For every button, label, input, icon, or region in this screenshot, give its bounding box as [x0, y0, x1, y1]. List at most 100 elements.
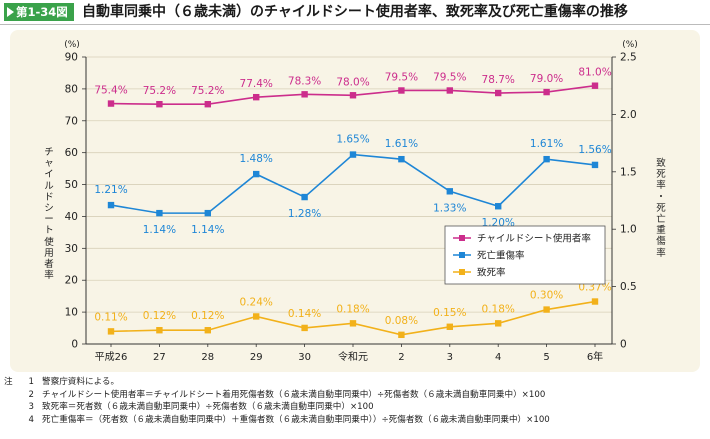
series-0-marker [156, 100, 163, 108]
x-tick-label: 28 [201, 352, 214, 363]
axis-label-char: 率 [44, 270, 54, 282]
series-1-marker [204, 209, 211, 217]
data-label: 1.56% [578, 144, 611, 156]
note-number: 3 [28, 402, 34, 413]
axis-label-char: 率 [656, 180, 666, 192]
series-2-marker [204, 327, 211, 334]
right-tick-label: 1.0 [620, 224, 637, 236]
legend-swatch-marker [459, 252, 465, 258]
axis-label-char: ド [44, 191, 54, 203]
note-text: 死亡重傷率＝（死者数（６歳未満自動車同乗中）＋重傷者数（６歳未満自動車同乗中））… [42, 414, 550, 425]
x-tick-label: 令和元 [338, 350, 368, 363]
series-2-marker [156, 327, 163, 334]
axes [82, 56, 616, 347]
left-tick-label: 0 [71, 339, 78, 351]
axis-label-char: 者 [44, 259, 54, 271]
note-row: 2 チャイルドシート使用者率＝チャイルドシート着用死傷者数（６歳未満自動車同乗中… [4, 389, 704, 402]
left-tick-label: 10 [65, 307, 78, 319]
figure-header: 第1-34図 自動車同乗中（６歳未満）のチャイルドシート使用者率、致死率及び死亡… [0, 0, 710, 24]
series-0-marker [495, 89, 502, 97]
legend-label: チャイルドシート使用者率 [477, 233, 591, 245]
note-text: 警察庁資料による。 [42, 377, 120, 387]
series-1-marker [398, 155, 405, 163]
right-axis-unit: (%) [622, 40, 638, 50]
data-label: 0.37% [578, 282, 611, 294]
series-1-marker [156, 209, 163, 217]
axis-label-char: 死 [656, 202, 666, 214]
series-lines [107, 82, 599, 339]
series-2-marker [301, 324, 308, 332]
gridlines [86, 56, 612, 313]
right-tick-label: 0 [620, 339, 627, 351]
series-0-marker [204, 100, 211, 108]
left-tick-label: 20 [65, 275, 78, 287]
axis-label-char: ト [44, 225, 54, 237]
series-2-marker [446, 323, 453, 330]
left-tick-label: 30 [65, 243, 78, 255]
x-tick-label: 4 [495, 352, 501, 363]
note-row: 3 致死率＝死者数（６歳未満自動車同乗中）÷死傷者数（６歳未満自動車同乗中）×1… [4, 401, 704, 414]
axis-label-char: ャ [44, 158, 54, 170]
data-label: 0.14% [288, 308, 321, 320]
note-number: 2 [28, 389, 34, 400]
data-label: 0.15% [433, 307, 466, 319]
x-tick-label: 27 [153, 352, 166, 363]
series-0-marker [107, 100, 115, 107]
series-2-marker [398, 331, 405, 339]
series-1-marker [543, 155, 550, 163]
data-label: 1.65% [336, 134, 369, 146]
series-0-marker [398, 87, 405, 94]
data-label: 0.24% [240, 296, 273, 308]
series-0-marker [591, 82, 599, 89]
data-label: 1.14% [143, 224, 176, 236]
axis-label-char: 傷 [656, 236, 666, 248]
axis-label-char: 重 [656, 225, 666, 237]
data-label: 78.0% [336, 76, 369, 88]
data-label: 78.3% [288, 75, 321, 87]
axis-label-char: チ [44, 147, 54, 158]
right-tick-label: 1.5 [620, 166, 637, 178]
figure-title: 自動車同乗中（６歳未満）のチャイルドシート使用者率、致死率及び死亡重傷率の推移 [82, 4, 628, 20]
series-1-marker [446, 188, 453, 195]
series-1-marker [107, 201, 115, 209]
series-0-marker [543, 88, 550, 96]
notes: 注 1 警察庁資料による。 2 チャイルドシート使用者率＝チャイルドシート着用死… [4, 376, 704, 426]
right-axis-label: 致死率・死亡重傷率 [654, 158, 668, 259]
axis-label-char: シ [44, 203, 54, 215]
data-label: 0.30% [530, 290, 563, 302]
data-label: 1.14% [191, 224, 224, 236]
axis-label-char: ル [44, 180, 54, 192]
series-0-marker [349, 92, 357, 99]
left-tick-label: 90 [65, 52, 78, 64]
data-label: 0.18% [482, 303, 515, 315]
series-1-marker [301, 193, 308, 201]
x-tick-label: 6年 [587, 350, 603, 363]
series-0-marker [253, 93, 260, 101]
left-tick-label: 50 [65, 179, 78, 191]
data-label: 75.2% [143, 85, 176, 97]
left-axis-label: チャイルドシート使用者率 [42, 147, 56, 281]
note-text: チャイルドシート使用者率＝チャイルドシート着用死傷者数（６歳未満自動車同乗中）÷… [42, 389, 546, 400]
legend-label: 死亡重傷率 [477, 250, 525, 262]
left-tick-label: 60 [65, 147, 78, 159]
series-1-marker [495, 203, 502, 210]
axis-label-char: 率 [656, 247, 666, 259]
left-axis-unit: (%) [64, 40, 80, 50]
data-label: 1.28% [288, 208, 321, 220]
data-label: 79.5% [385, 71, 418, 83]
data-label: 0.12% [191, 310, 224, 322]
series-2-marker [349, 320, 357, 327]
x-tick-label: 29 [250, 352, 263, 363]
x-tick-label: 30 [298, 352, 311, 363]
right-tick-label: 2.0 [620, 109, 637, 121]
line-chart: 0 10 20 30 40 50 60 70 80 90 0 0.5 1.0 1.5 2.0 2.5 平成26 2… [64, 40, 638, 363]
series-2-marker [107, 328, 115, 335]
right-tick-label: 2.5 [620, 52, 637, 64]
note-number: 1 [28, 377, 34, 387]
note-text: 致死率＝死者数（６歳未満自動車同乗中）÷死傷者数（６歳未満自動車同乗中）×100 [42, 402, 374, 413]
series-2-marker [253, 313, 260, 320]
series-0-marker [301, 91, 308, 98]
x-tick-label: 3 [447, 352, 453, 363]
left-tick-label: 40 [65, 211, 78, 223]
